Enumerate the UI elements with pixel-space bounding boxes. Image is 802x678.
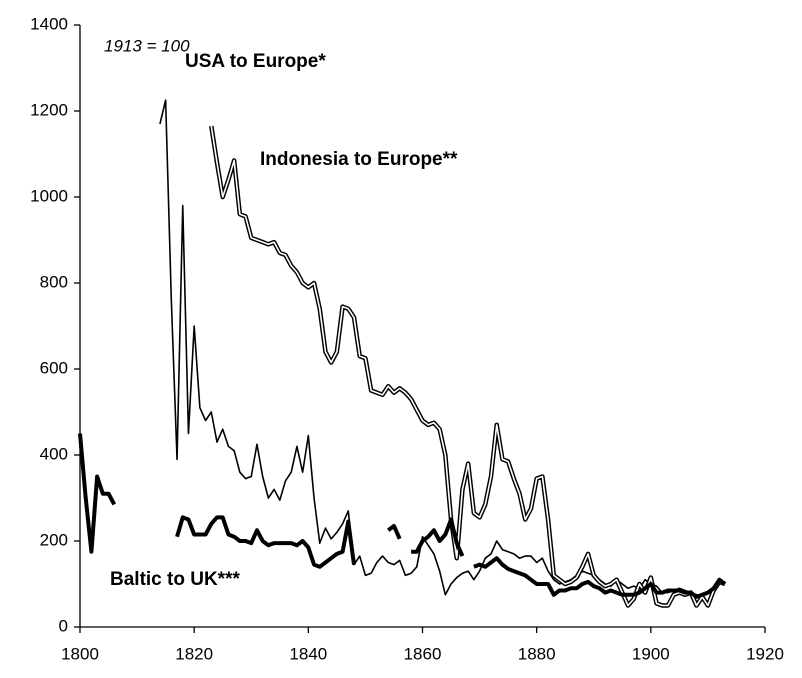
annotation: 1913 = 100 [104, 36, 190, 55]
series-line-inner [210, 125, 726, 607]
y-tick-label: 1400 [30, 14, 68, 33]
x-tick-label: 1900 [632, 644, 670, 663]
series-line [159, 99, 726, 596]
x-tick-label: 1840 [289, 644, 327, 663]
y-tick-label: 600 [40, 358, 68, 377]
series-label: Baltic to UK*** [110, 569, 240, 590]
y-tick-label: 800 [40, 272, 68, 291]
x-tick-label: 1880 [518, 644, 556, 663]
series-line [209, 125, 726, 608]
series-label: USA to Europe* [185, 51, 326, 72]
series-line [78, 433, 727, 599]
series-label: Indonesia to Europe** [260, 149, 458, 170]
x-tick-label: 1920 [746, 644, 784, 663]
y-tick-label: 0 [59, 616, 68, 635]
y-tick-label: 1200 [30, 100, 68, 119]
y-tick-label: 400 [40, 444, 68, 463]
x-tick-label: 1860 [404, 644, 442, 663]
y-tick-label: 1000 [30, 186, 68, 205]
y-tick-label: 200 [40, 530, 68, 549]
x-tick-label: 1800 [61, 644, 99, 663]
x-tick-label: 1820 [175, 644, 213, 663]
